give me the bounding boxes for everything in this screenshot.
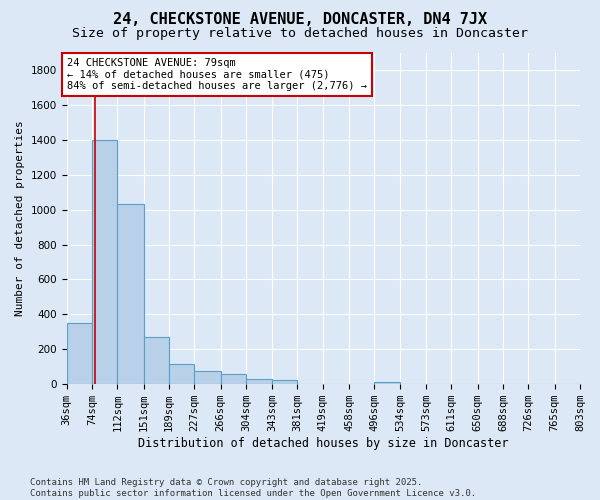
Text: 24, CHECKSTONE AVENUE, DONCASTER, DN4 7JX: 24, CHECKSTONE AVENUE, DONCASTER, DN4 7J… (113, 12, 487, 28)
Bar (194, 371, 221, 384)
Text: 24 CHECKSTONE AVENUE: 79sqm
← 14% of detached houses are smaller (475)
84% of se: 24 CHECKSTONE AVENUE: 79sqm ← 14% of det… (67, 58, 367, 91)
Bar (374, 382, 400, 384)
Bar (67, 323, 92, 384)
Bar (169, 364, 194, 384)
Bar (272, 380, 298, 384)
Bar (92, 140, 118, 384)
Text: Size of property relative to detached houses in Doncaster: Size of property relative to detached ho… (72, 28, 528, 40)
Bar (143, 337, 169, 384)
X-axis label: Distribution of detached houses by size in Doncaster: Distribution of detached houses by size … (138, 437, 509, 450)
Bar (246, 379, 272, 384)
Bar (118, 204, 143, 384)
Text: Contains HM Land Registry data © Crown copyright and database right 2025.
Contai: Contains HM Land Registry data © Crown c… (30, 478, 476, 498)
Y-axis label: Number of detached properties: Number of detached properties (15, 120, 25, 316)
Bar (221, 374, 246, 384)
